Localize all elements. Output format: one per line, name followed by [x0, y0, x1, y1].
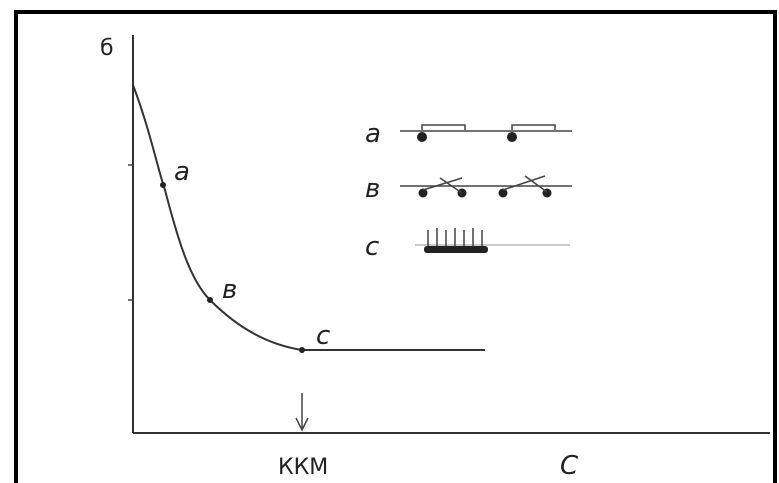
micelle-heads [424, 246, 488, 253]
molecules [419, 189, 552, 198]
ccm-label: ККМ [278, 455, 328, 480]
molecule-tail [512, 125, 555, 130]
point-label: a [174, 157, 190, 187]
x-axis-label: С [560, 451, 579, 481]
point-marker [160, 182, 166, 188]
page: a в c ККМ С б a в c (() => { const data … [0, 0, 779, 483]
point-label: c [316, 321, 330, 351]
point-label: в [222, 275, 237, 305]
diagram: a в c ККМ С б a в c [0, 0, 779, 483]
molecule-tails [423, 176, 547, 193]
legend-label: a [365, 119, 381, 149]
frame [16, 12, 775, 483]
legend-label: в [365, 174, 380, 204]
molecule-tail [422, 125, 465, 130]
point-marker [299, 347, 305, 353]
molecule-head [507, 132, 517, 142]
point-marker [207, 297, 213, 303]
molecule-head [417, 132, 427, 142]
legend-label: c [365, 232, 379, 262]
y-axis-label: б [100, 36, 114, 61]
